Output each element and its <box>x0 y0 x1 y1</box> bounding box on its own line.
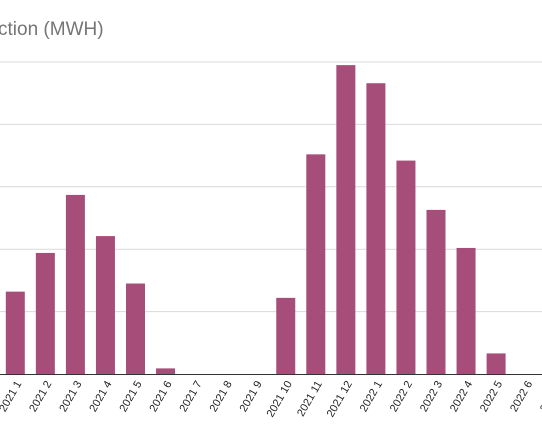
x-tick-label: 2022 2 <box>388 379 415 414</box>
x-tick-label: 2021 10 <box>265 379 295 419</box>
bar <box>306 154 326 374</box>
x-tick-label: 2021 4 <box>87 379 114 414</box>
x-tick-label: 2021 6 <box>147 379 174 414</box>
bar <box>486 353 506 374</box>
bar <box>5 291 25 374</box>
x-tick-label: 2021 1 <box>0 379 24 414</box>
bar <box>95 236 115 374</box>
bar <box>456 247 476 374</box>
bar <box>336 65 356 375</box>
x-tick-label: 2021 9 <box>238 379 265 414</box>
bar <box>35 252 55 374</box>
bar <box>426 209 446 374</box>
bar <box>396 160 416 374</box>
x-tick-label: 2021 3 <box>57 379 84 414</box>
x-tick-label: 2021 11 <box>295 379 325 419</box>
chart-title: ction (MWH) <box>0 19 104 40</box>
x-tick-label: 2021 5 <box>117 379 144 414</box>
x-tick-label: 2021 12 <box>325 379 355 419</box>
bar <box>65 194 85 374</box>
x-tick-label: 2022 6 <box>508 379 535 414</box>
x-tick-label: 2021 7 <box>177 379 204 414</box>
x-tick-label: 2021 2 <box>27 379 54 414</box>
x-tick-label: 2022 5 <box>478 379 505 414</box>
bar <box>126 283 145 374</box>
bar <box>276 297 296 374</box>
x-tick-label: 2021 8 <box>208 379 235 414</box>
bar <box>366 83 386 374</box>
bar <box>156 368 176 374</box>
x-tick-label: 2022 4 <box>448 379 475 414</box>
x-tick-label: 2022 3 <box>418 379 445 414</box>
x-tick-label: 2022 7 <box>538 379 542 414</box>
x-tick-label: 2022 1 <box>358 379 385 414</box>
